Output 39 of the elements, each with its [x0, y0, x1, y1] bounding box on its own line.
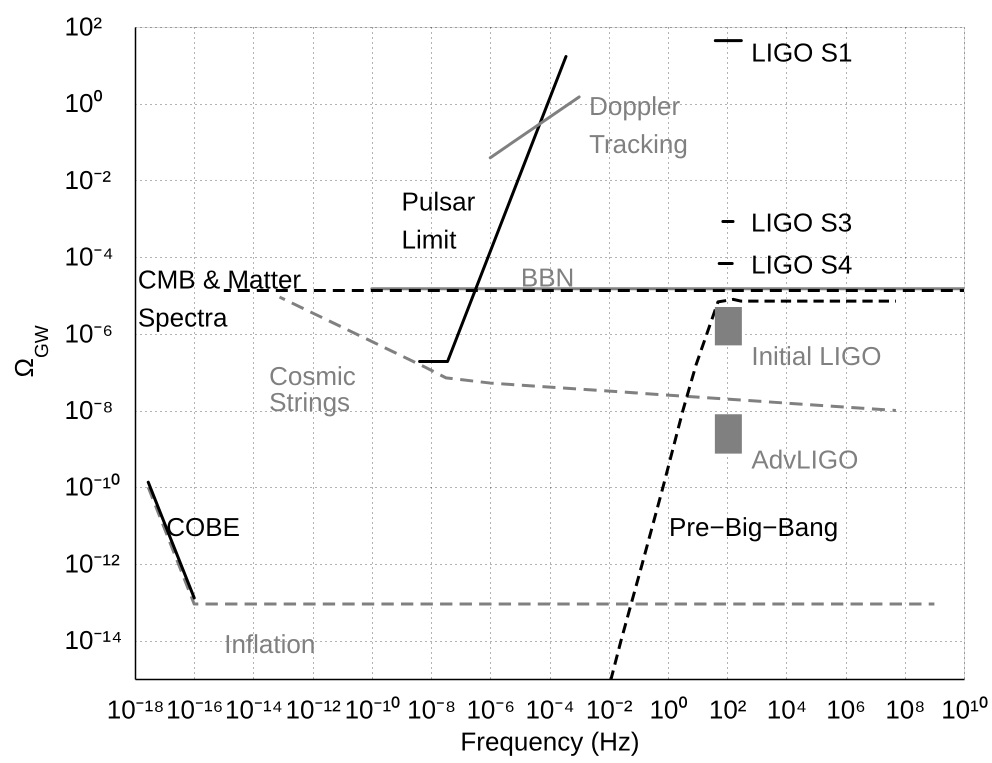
x-tick-label: 10¹⁰	[941, 694, 988, 724]
series-label: CMB & Matter Spectra	[138, 264, 302, 332]
y-tick-label: 10⁻¹⁴	[64, 625, 122, 656]
y-tick-label: 10⁻⁶	[64, 318, 114, 348]
series-label: Initial LIGO	[751, 341, 882, 372]
x-tick-label: 10⁻⁴	[525, 694, 575, 724]
x-tick-label: 10⁻¹⁶	[166, 694, 224, 724]
series-label: COBE	[166, 512, 240, 542]
x-tick-label: 10⁻⁶	[466, 694, 516, 724]
series-label: Doppler Tracking	[589, 90, 688, 159]
x-tick-label: 10⁸	[885, 694, 926, 724]
y-tick-label: 10⁻⁴	[64, 242, 114, 272]
series-label: AdvLIGO	[751, 444, 858, 474]
x-tick-label: 10⁻¹⁰	[344, 694, 400, 724]
x-tick-label: 10⁻¹⁴	[225, 694, 283, 724]
series-label: LIGO S1	[751, 37, 852, 68]
x-tick-label: 10⁻¹⁸	[106, 694, 164, 724]
series-label: LIGO S3	[751, 207, 852, 238]
x-tick-label: 10²	[708, 694, 747, 724]
y-tick-label: 10⁰	[64, 88, 102, 118]
series-label: Cosmic Strings	[269, 361, 356, 417]
series-label: LIGO S4	[751, 249, 852, 280]
series-label: Pre−Big−Bang	[669, 512, 838, 542]
y-tick-label: 10⁻⁸	[64, 395, 114, 426]
series-label: Pulsar Limit	[402, 186, 476, 254]
y-axis-title: ΩGW	[9, 325, 53, 378]
y-tick-label: 10⁻¹⁰	[64, 472, 120, 502]
x-axis-title: Frequency (Hz)	[460, 726, 640, 756]
x-tick-label: 10⁶	[826, 694, 866, 724]
x-tick-label: 10⁻¹²	[286, 694, 342, 724]
x-tick-label: 10⁻²	[586, 694, 633, 724]
y-tick-label: 10⁻²	[64, 164, 112, 195]
y-tick-label: 10⁻¹²	[64, 548, 120, 578]
x-tick-label: 10⁻⁸	[407, 694, 456, 724]
x-tick-label: 10⁴	[766, 694, 807, 724]
x-tick-label: 10⁰	[649, 694, 688, 724]
series-label: Inflation	[224, 628, 316, 659]
series-label: BBN	[520, 262, 574, 293]
y-tick-label: 10²	[64, 12, 102, 42]
